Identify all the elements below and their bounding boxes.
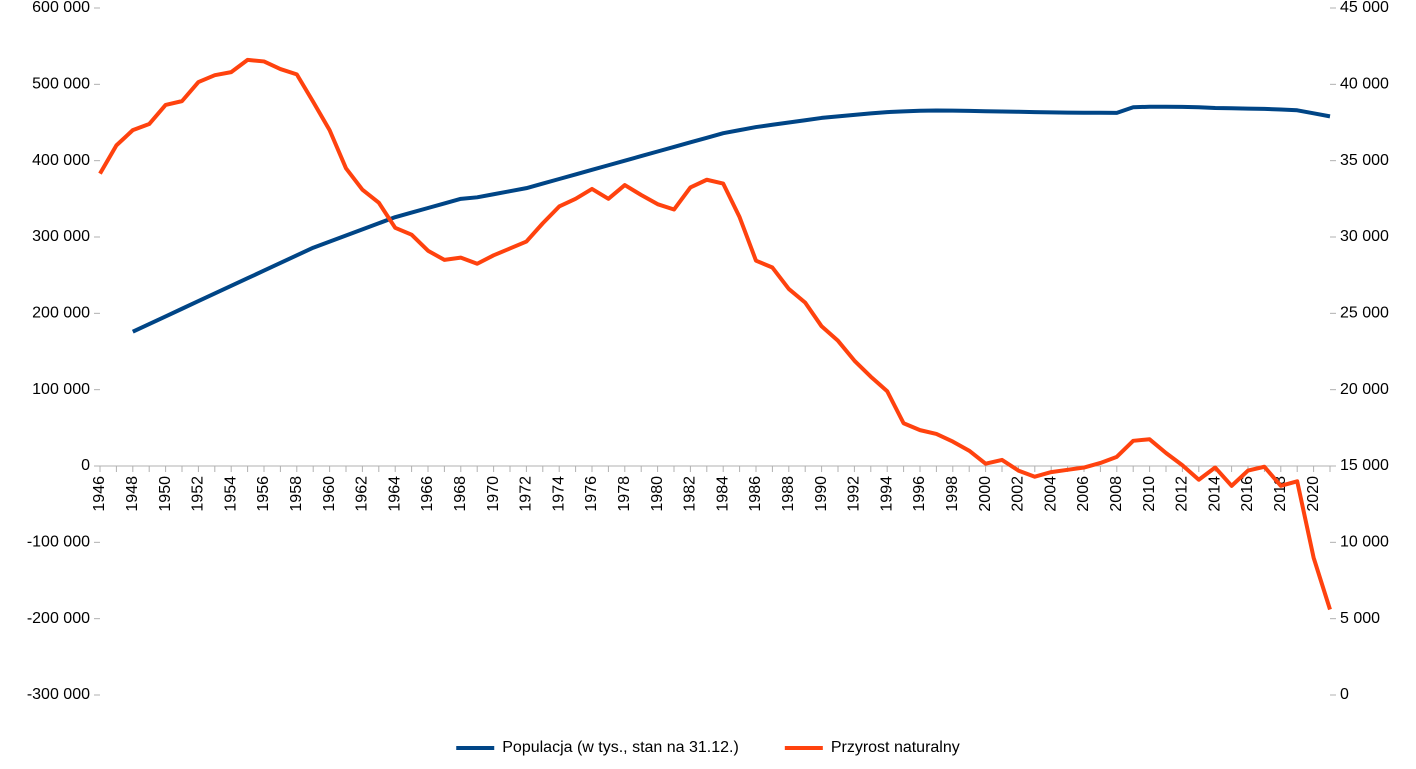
- x-tick-label: 1948: [124, 476, 141, 512]
- y-right-tick-label: 40 000: [1340, 76, 1389, 93]
- x-tick-label: 1988: [780, 476, 797, 512]
- x-tick-label: 1964: [386, 476, 403, 512]
- x-tick-label: 1976: [583, 476, 600, 512]
- y-left-tick-label: 100 000: [32, 381, 90, 398]
- y-right-tick-label: 0: [1340, 686, 1349, 703]
- x-tick-label: 1958: [288, 476, 305, 512]
- x-tick-label: 1956: [255, 476, 272, 512]
- x-tick-label: 2010: [1141, 476, 1158, 512]
- y-left-tick-label: -300 000: [27, 686, 90, 703]
- x-tick-label: 1978: [616, 476, 633, 512]
- x-tick-label: 1992: [846, 476, 863, 512]
- chart-svg: 1946 1948 1950 1952 1954 1956 1958 1960 1962 1964…: [0, 0, 1416, 769]
- y-right-tick-label: 35 000: [1340, 152, 1389, 169]
- x-tick-label: 2020: [1305, 476, 1322, 512]
- x-tick-label: 1974: [550, 476, 567, 512]
- y-left-tick-label: 200 000: [32, 305, 90, 322]
- x-tick-label: 1946: [91, 476, 108, 512]
- x-tick-label: 1970: [485, 476, 502, 512]
- x-tick-label: 1950: [157, 476, 174, 512]
- x-tick-label: 1994: [878, 476, 895, 512]
- x-tick-label: 2006: [1075, 476, 1092, 512]
- legend-label-populacja: Populacja (w tys., stan na 31.12.): [502, 739, 739, 756]
- y-right-tick-label: 15 000: [1340, 457, 1389, 474]
- x-tick-label: 1990: [813, 476, 830, 512]
- x-tick-label: 1968: [452, 476, 469, 512]
- x-tick-label: 1972: [518, 476, 535, 512]
- y-right-tick-label: 30 000: [1340, 228, 1389, 245]
- y-right-tick-label: 20 000: [1340, 381, 1389, 398]
- legend: Populacja (w tys., stan na 31.12.) Przyro…: [456, 739, 960, 756]
- x-tick-label: 1996: [911, 476, 928, 512]
- x-tick-label: 1980: [649, 476, 666, 512]
- x-tick-label: 1960: [321, 476, 338, 512]
- x-tick-label: 1966: [419, 476, 436, 512]
- x-tick-label: 1952: [190, 476, 207, 512]
- x-tick-label: 1986: [747, 476, 764, 512]
- x-tick-label: 1998: [944, 476, 961, 512]
- x-tick-label: 2004: [1042, 476, 1059, 512]
- y-left-tick-label: 600 000: [32, 0, 90, 16]
- dual-axis-line-chart: 1946 1948 1950 1952 1954 1956 1958 1960 1962 1964…: [0, 0, 1416, 769]
- y-left-tick-label: 500 000: [32, 76, 90, 93]
- x-tick-label: 1984: [714, 476, 731, 512]
- y-right-tick-label: 25 000: [1340, 305, 1389, 322]
- y-right-tick-label: 10 000: [1340, 534, 1389, 551]
- y-left-tick-label: 300 000: [32, 228, 90, 245]
- y-left-tick-label: 400 000: [32, 152, 90, 169]
- legend-label-przyrost: Przyrost naturalny: [831, 739, 960, 756]
- x-tick-label: 1954: [222, 476, 239, 512]
- x-tick-label: 1962: [354, 476, 371, 512]
- y-right-tick-label: 5 000: [1340, 610, 1380, 627]
- x-tick-label: 2002: [1010, 476, 1027, 512]
- x-tick-label: 2014: [1206, 476, 1223, 512]
- x-tick-label: 2000: [977, 476, 994, 512]
- x-tick-label: 2016: [1239, 476, 1256, 512]
- x-tick-label: 1982: [682, 476, 699, 512]
- x-tick-label: 2008: [1108, 476, 1125, 512]
- y-left-tick-label: 0: [81, 457, 90, 474]
- y-left-tick-label: -200 000: [27, 610, 90, 627]
- y-left-tick-label: -100 000: [27, 534, 90, 551]
- x-tick-label: 2012: [1174, 476, 1191, 512]
- y-right-tick-label: 45 000: [1340, 0, 1389, 16]
